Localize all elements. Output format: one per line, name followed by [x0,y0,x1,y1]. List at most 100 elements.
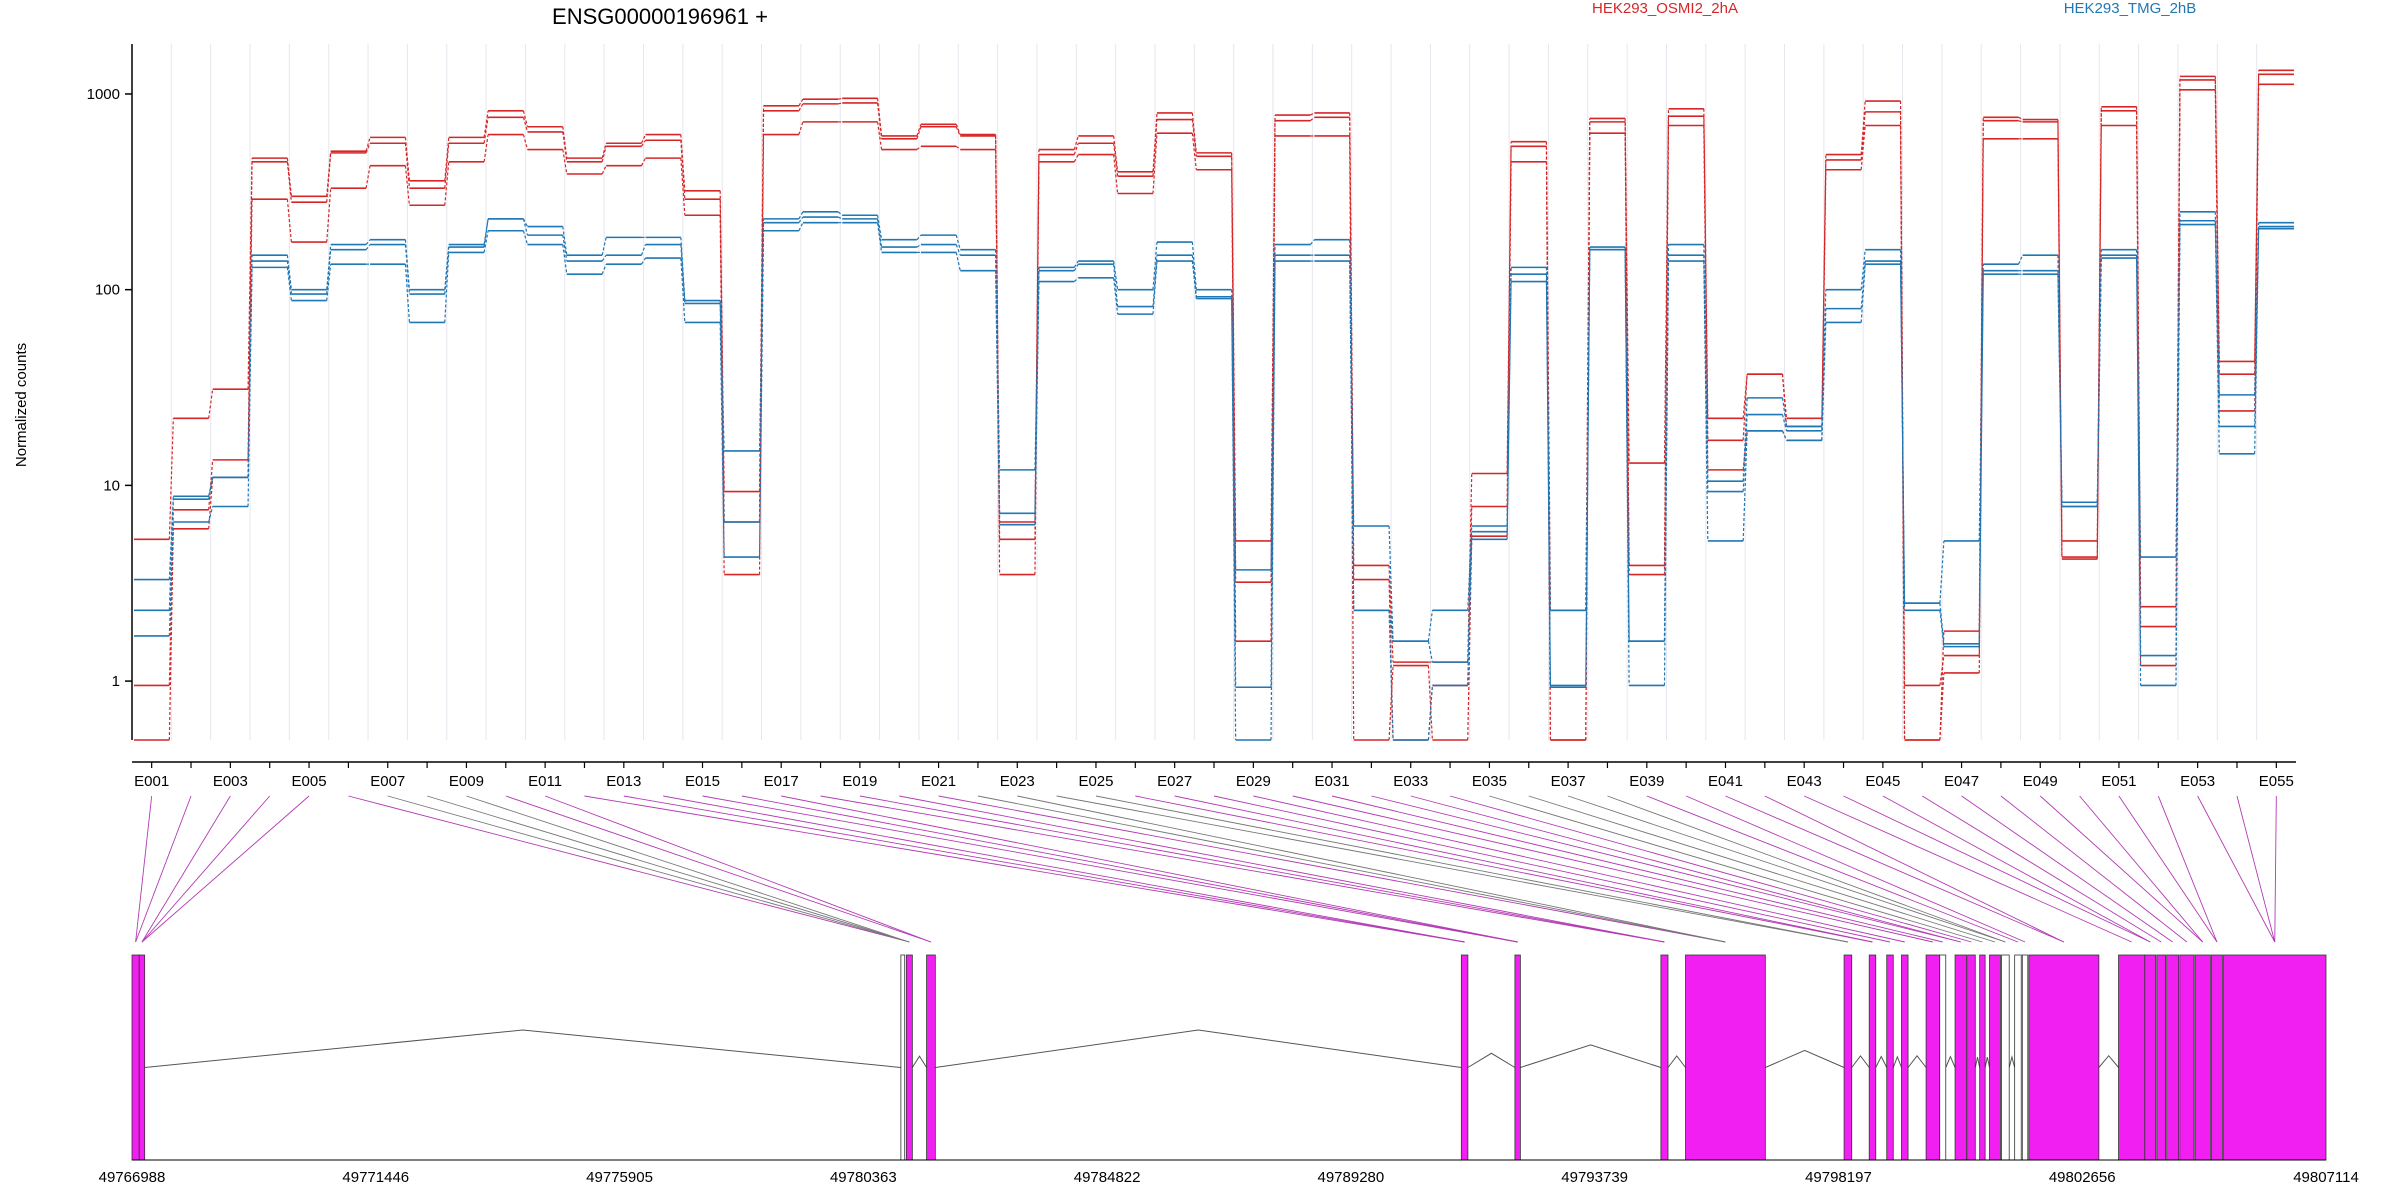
data-transition [1113,143,1119,177]
data-transition [680,158,686,216]
exon-block [1901,954,1909,1161]
data-transition [1388,610,1394,741]
data-transition [1821,154,1827,419]
exon-block [1843,954,1853,1161]
intron-line [1974,1057,1981,1068]
data-transition [1191,133,1197,170]
data-transition [1978,270,1984,644]
data-transition [1113,264,1119,307]
exon-connector [426,795,910,943]
data-transition [916,124,922,137]
data-transition [1309,116,1315,122]
data-transition [955,252,961,271]
data-transition [1781,414,1788,431]
data-transition [365,165,371,189]
data-transition [562,126,568,159]
data-transition [1467,525,1473,611]
series-3 [134,69,2294,741]
exon-connector [663,795,1465,943]
data-transition [404,239,411,290]
exon-connector [1489,795,1983,943]
data-transition [1152,133,1158,194]
exon-connector [1174,795,1873,943]
intron-line [1984,1057,1991,1068]
data-transition [1191,242,1197,290]
exon-connector [505,795,932,943]
exon-connector [1607,795,2006,943]
data-transition [326,264,332,301]
exon-connector [141,795,310,943]
x-ticks: E001 E003 E005 E007 E009 E011 E013 E015 E017 E019… [134,762,2294,790]
y-axis-label: Normalized counts [13,343,30,467]
x-tick-label: E029 [1236,773,1271,790]
data-transition [876,98,883,137]
data-transition [522,134,529,150]
exon-block [1939,954,1947,1161]
intron-line [1892,1055,1902,1068]
data-transition [1703,108,1709,419]
data-transition [522,218,528,227]
exon-connector [135,795,153,943]
data-transition [955,126,961,137]
data-transition [1467,539,1473,686]
data-transition [2214,224,2220,454]
exon-block [1660,954,1669,1161]
data-transition [1427,665,1433,741]
gene-model [131,954,2327,1161]
data-transition [916,234,922,241]
intron-line [1851,1055,1870,1068]
exon-connector [1292,795,1934,943]
exon-connector [2039,795,2204,943]
exon-connector [1253,795,1905,943]
x-tick-label: E019 [842,773,877,790]
series-lines [134,69,2294,741]
data-transition [208,506,214,523]
data-transition [1506,267,1512,527]
data-transition [286,158,292,197]
data-transition [2136,258,2142,686]
data-transition [1624,247,1630,642]
exon-block [926,954,936,1161]
data-transition [2018,116,2023,121]
data-transition [1742,397,1748,482]
exon-connector [1567,795,2006,943]
exon-connector-lines [135,795,2277,943]
data-transition [837,216,843,220]
x-tick-label: E047 [1944,773,1979,790]
data-transition [404,137,411,181]
data-transition [955,244,961,256]
exon-block [1514,954,1521,1161]
data-transition [1467,531,1473,663]
data-transition [1939,603,1945,644]
series-5 [134,216,2294,689]
data-transition [1703,244,1709,482]
data-transition [1781,430,1788,441]
data-transition [1585,247,1591,611]
data-transition [562,149,568,175]
exon-connector [1410,795,1961,943]
data-transition [1742,374,1748,441]
x-tick-label: E011 [528,773,562,790]
x-tick-label: E031 [1315,773,1350,790]
x-tick-label: E017 [764,773,799,790]
exon-connector [1961,795,2173,943]
data-transition [365,244,371,251]
data-transition [1860,101,1866,155]
data-transition [640,139,646,147]
intron-line [2098,1054,2119,1068]
data-transition [1073,135,1079,150]
x-tick-label: E005 [292,773,327,790]
intron-line [1520,1044,1662,1068]
x-tick-label: E033 [1393,773,1428,790]
data-transition [916,244,922,248]
data-transition [2136,106,2142,607]
intron-line [1907,1055,1927,1068]
data-transition [1545,267,1552,611]
exon-block [2014,954,2022,1161]
exon-block [1925,954,1941,1161]
data-transition [640,134,647,144]
coordinate-label: 49766988 [99,1169,166,1186]
data-transition [601,237,607,256]
x-tick-label: E055 [2259,773,2294,790]
y-tick-label: 1 [112,673,120,690]
